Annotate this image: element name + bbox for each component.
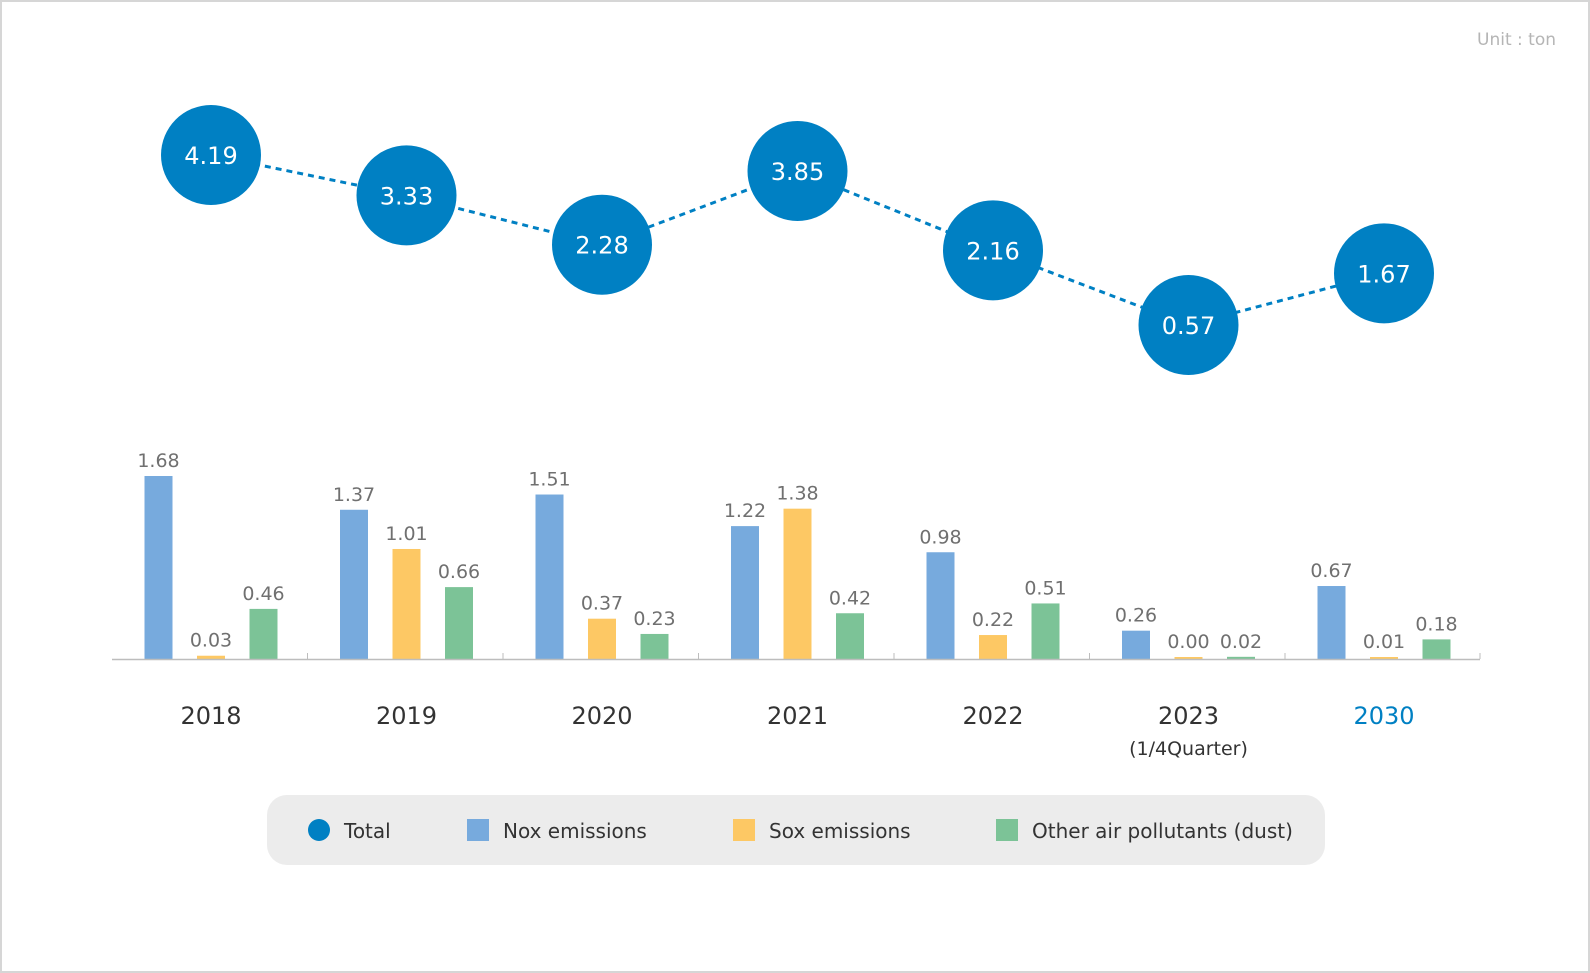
legend-label-other: Other air pollutants (dust) <box>1032 819 1293 843</box>
bar-other-2020 <box>640 633 669 659</box>
bar-label-sox-2021: 1.38 <box>776 483 818 505</box>
bar-label-other-2023: 0.02 <box>1220 631 1262 653</box>
bar-label-other-2020: 0.23 <box>633 608 675 630</box>
total-line-layer: 4.19 3.33 2.28 3.85 2.16 0.57 1.67 <box>161 105 1434 375</box>
total-label-2022: 2.16 <box>966 237 1019 265</box>
legend: Total Nox emissions Sox emissions Other air… <box>267 795 1325 865</box>
total-bubble-2019 <box>356 145 457 246</box>
bar-label-nox-2021: 1.22 <box>724 500 766 522</box>
total-label-2018: 4.19 <box>184 142 237 170</box>
bar-other-2023 <box>1227 656 1255 659</box>
bar-label-nox-2022: 0.98 <box>919 526 961 548</box>
bar-label-nox-2019: 1.37 <box>333 484 375 506</box>
legend-swatch-sox <box>733 819 755 841</box>
category-label-2019: 2019 <box>376 702 437 730</box>
bar-sox-2030 <box>1370 657 1398 659</box>
bar-other-2022 <box>1031 603 1060 659</box>
bar-nox-2018 <box>144 476 173 659</box>
bar-label-nox-2030: 0.67 <box>1310 560 1352 582</box>
bar-other-2019 <box>445 587 473 659</box>
bar-sox-2020 <box>588 618 616 659</box>
legend-label-total: Total <box>343 819 391 843</box>
total-label-2030: 1.67 <box>1357 260 1410 288</box>
bar-other-2018 <box>249 608 278 659</box>
bar-label-other-2030: 0.18 <box>1415 613 1457 635</box>
category-label-2018: 2018 <box>180 702 241 730</box>
bar-sox-2019 <box>392 548 421 659</box>
total-label-2020: 2.28 <box>575 232 628 260</box>
bar-label-other-2022: 0.51 <box>1024 577 1066 599</box>
bar-label-sox-2022: 0.22 <box>972 609 1014 631</box>
legend-label-nox: Nox emissions <box>503 819 647 843</box>
category-label-2022: 2022 <box>962 702 1023 730</box>
bar-label-sox-2019: 1.01 <box>385 523 427 545</box>
category-label-2030: 2030 <box>1353 702 1414 730</box>
bar-other-2030 <box>1422 639 1451 659</box>
category-label-2023: 2023 <box>1158 702 1219 730</box>
bar-label-nox-2023: 0.26 <box>1115 605 1157 627</box>
x-axis-ticks <box>307 653 1481 659</box>
bar-label-sox-2023: 0.00 <box>1167 631 1209 653</box>
bar-nox-2030 <box>1317 586 1346 659</box>
total-bubble-2022 <box>943 200 1043 301</box>
bar-nox-2023 <box>1122 630 1150 659</box>
bar-label-sox-2020: 0.37 <box>581 593 623 615</box>
total-bubble-2020 <box>552 194 652 295</box>
total-label-2023: 0.57 <box>1162 312 1215 340</box>
bar-label-nox-2018: 1.68 <box>137 450 179 472</box>
bar-label-other-2021: 0.42 <box>829 587 871 609</box>
bar-sox-2018 <box>197 655 225 659</box>
bar-sox-2021 <box>783 508 812 659</box>
total-bubble-2023 <box>1138 275 1239 375</box>
unit-label: Unit : ton <box>1477 30 1556 50</box>
bar-nox-2019 <box>340 509 368 659</box>
total-bubble-2018 <box>161 105 261 205</box>
bar-label-other-2018: 0.46 <box>242 583 284 605</box>
category-sublabel-2023: (1/4Quarter) <box>1129 738 1248 760</box>
bar-label-sox-2018: 0.03 <box>190 630 232 652</box>
bar-layer: 1.68 1.37 1.51 1.22 0.98 0.26 0.67 0.03 1.01 0.37… <box>137 450 1458 659</box>
legend-label-sox: Sox emissions <box>769 819 911 843</box>
category-label-2021: 2021 <box>767 702 828 730</box>
bar-label-nox-2020: 1.51 <box>528 469 570 491</box>
bar-nox-2022 <box>926 552 955 659</box>
bar-nox-2021 <box>731 526 759 659</box>
bar-nox-2020 <box>535 494 564 659</box>
category-label-2020: 2020 <box>571 702 632 730</box>
bar-label-other-2019: 0.66 <box>438 561 480 583</box>
category-labels: 2018 2019 2020 2021 2022 2023 (1/4Quarter) 2030 <box>180 702 1414 760</box>
legend-swatch-nox <box>467 819 489 841</box>
legend-box <box>267 795 1325 865</box>
bar-label-sox-2030: 0.01 <box>1363 631 1405 653</box>
legend-swatch-total <box>308 819 330 841</box>
total-label-2019: 3.33 <box>380 182 433 210</box>
bar-sox-2022 <box>979 635 1007 659</box>
bar-sox-2023 <box>1174 657 1203 659</box>
total-bubble-2021 <box>747 120 848 221</box>
legend-swatch-other <box>996 819 1018 841</box>
total-bubble-2030 <box>1334 223 1434 324</box>
bar-other-2021 <box>836 613 864 659</box>
total-label-2021: 3.85 <box>771 158 824 186</box>
